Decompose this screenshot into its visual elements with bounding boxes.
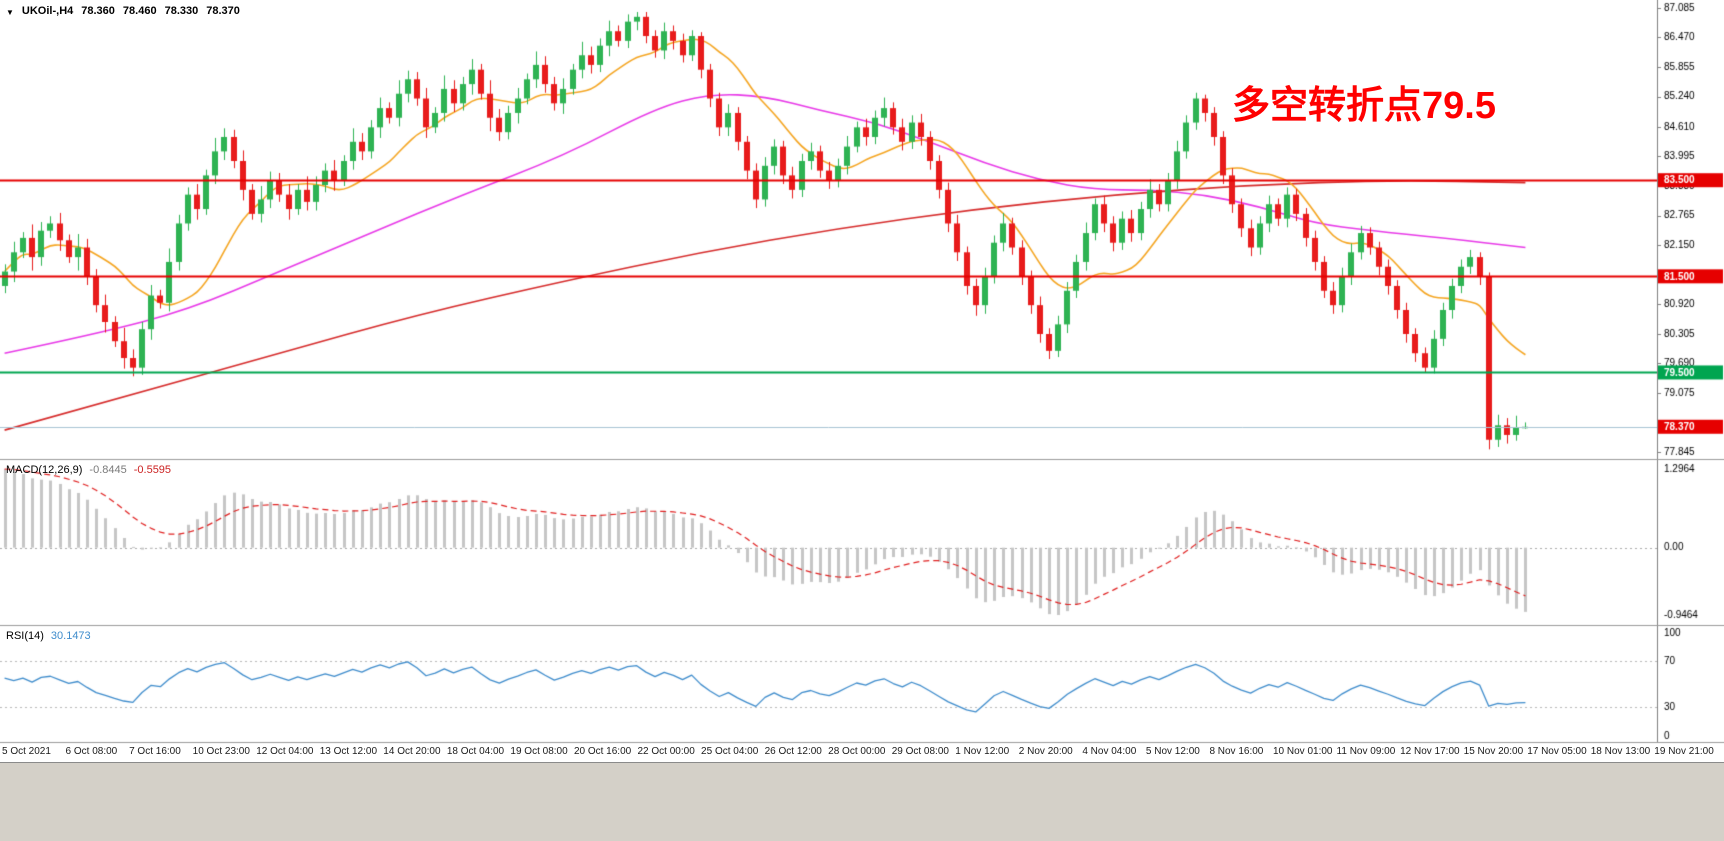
time-axis-label: 2 Nov 20:00 <box>1018 746 1073 757</box>
rsi-value: 30.1473 <box>50 630 91 642</box>
time-axis-label: 1 Nov 12:00 <box>955 746 1010 757</box>
time-axis-label: 12 Oct 04:00 <box>256 746 314 757</box>
time-axis-label: 26 Oct 12:00 <box>764 746 822 757</box>
time-axis-label: 12 Nov 17:00 <box>1400 746 1460 757</box>
time-axis-label: 29 Oct 08:00 <box>891 746 949 757</box>
symbol-timeframe-label: UKOil-,H4 <box>21 5 74 17</box>
macd-main-value: -0.8445 <box>89 464 127 476</box>
time-axis-label: 28 Oct 00:00 <box>828 746 886 757</box>
rsi-indicator-label: RSI(14) 30.1473 <box>6 630 91 642</box>
terminal-bottom-strip <box>0 762 1724 841</box>
time-axis-label: 22 Oct 00:00 <box>637 746 695 757</box>
time-axis-label: 19 Oct 08:00 <box>510 746 568 757</box>
time-axis-label: 7 Oct 16:00 <box>129 746 181 757</box>
time-axis-label: 14 Oct 20:00 <box>383 746 441 757</box>
macd-signal-value: -0.5595 <box>133 464 172 476</box>
ohlc-open-value: 78.360 <box>81 5 115 17</box>
time-axis-label: 17 Nov 05:00 <box>1527 746 1587 757</box>
time-axis-label: 11 Nov 09:00 <box>1336 746 1396 757</box>
time-axis[interactable]: 5 Oct 2021 6 Oct 08:00 7 Oct 16:00 10 Oct 2… <box>0 742 1724 762</box>
time-axis-label: 25 Oct 04:00 <box>701 746 759 757</box>
macd-name: MACD(12,26,9) <box>6 464 83 476</box>
ohlc-low-value: 78.330 <box>164 5 199 17</box>
time-axis-label: 4 Nov 04:00 <box>1082 746 1137 757</box>
chart-dropdown-icon[interactable]: ▼ <box>6 7 14 17</box>
time-axis-label: 10 Oct 23:00 <box>192 746 250 757</box>
time-axis-label: 19 Nov 21:00 <box>1654 746 1714 757</box>
time-axis-label: 5 Oct 2021 <box>2 746 51 757</box>
time-axis-label: 18 Oct 04:00 <box>446 746 505 757</box>
time-axis-label: 13 Oct 12:00 <box>319 746 378 757</box>
time-axis-label: 18 Nov 13:00 <box>1590 746 1651 757</box>
time-axis-label: 20 Oct 16:00 <box>573 746 632 757</box>
time-axis-label: 8 Nov 16:00 <box>1209 746 1264 757</box>
time-axis-label: 10 Nov 01:00 <box>1273 746 1333 757</box>
chart-canvas[interactable] <box>0 0 1724 762</box>
time-axis-label: 6 Oct 08:00 <box>65 746 118 757</box>
annotation-text: 多空转折点79.5 <box>1232 85 1496 127</box>
time-axis-label: 15 Nov 20:00 <box>1463 746 1524 757</box>
symbol-info: ▼ UKOil-,H4 78.360 78.460 78.330 78.370 <box>6 5 240 17</box>
rsi-name: RSI(14) <box>6 630 44 642</box>
ohlc-high-value: 78.460 <box>122 5 157 17</box>
time-axis-label: 5 Nov 12:00 <box>1145 746 1200 757</box>
macd-indicator-label: MACD(12,26,9) -0.8445 -0.5595 <box>6 464 171 476</box>
ohlc-close-value: 78.370 <box>206 5 240 17</box>
